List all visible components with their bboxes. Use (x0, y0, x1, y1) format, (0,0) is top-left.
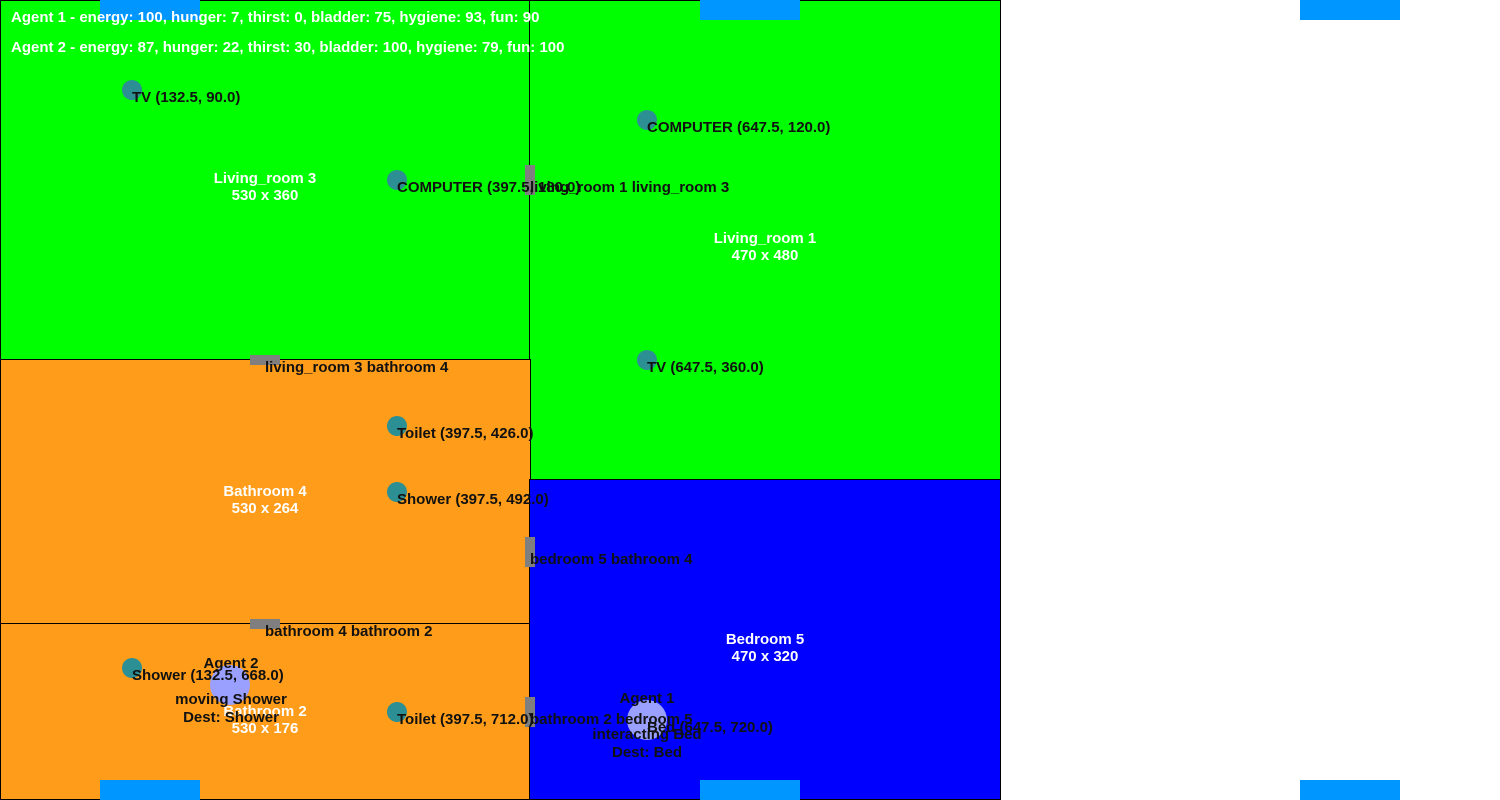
room-name: Living_room 1 (713, 230, 817, 247)
door-label: living_room 3 bathroom 4 (265, 359, 449, 376)
agent-2-status: Agent 2 - energy: 87, hunger: 22, thirst… (11, 39, 565, 56)
object-label-computer: COMPUTER (647.5, 120.0) (647, 119, 831, 136)
room-bedroom-5 (529, 479, 1001, 800)
room-label-bedroom-5: Bedroom 5 470 x 320 (665, 631, 865, 665)
room-name: Bathroom 2 (223, 703, 307, 720)
object-label-bed: Bed (647.5, 720.0) (647, 719, 773, 736)
room-size: 530 x 264 (231, 500, 299, 517)
window (100, 0, 200, 20)
agent-1-icon[interactable] (627, 700, 667, 740)
room-name: Bathroom 4 (223, 483, 307, 500)
object-label-computer: COMPUTER (397.5, 180.0) (397, 179, 581, 196)
window (700, 0, 800, 20)
toilet-object-icon[interactable] (387, 702, 407, 722)
door-label: bathroom 2 bedroom 5 (530, 711, 693, 728)
agent-name: Agent 1 (619, 690, 675, 707)
room-bathroom-2 (0, 623, 531, 800)
computer-object-icon[interactable] (387, 170, 407, 190)
room-name: Bedroom 5 (725, 631, 805, 648)
agent-spacer (131, 673, 331, 691)
window (100, 780, 200, 800)
toilet-object-icon[interactable] (387, 416, 407, 436)
computer-object-icon[interactable] (637, 110, 657, 130)
window (1300, 0, 1400, 20)
room-name: Living_room 3 (213, 170, 317, 187)
agent-1-label: Agent 1 interacting Bed Dest: Bed (547, 690, 747, 762)
agent-destination: Dest: Bed (611, 744, 682, 761)
door-bedroom-5-bathroom-4[interactable] (525, 537, 535, 567)
door-living-room-3-bathroom-4[interactable] (250, 355, 280, 365)
object-label-shower: Shower (397.5, 492.0) (397, 491, 549, 508)
tv-object-icon[interactable] (637, 350, 657, 370)
window (1300, 780, 1400, 800)
door-label: living_room 1 living_room 3 (530, 179, 730, 196)
object-label-shower: Shower (132.5, 668.0) (132, 667, 284, 684)
agent-2-label: Agent 2 moving Shower Dest: Shower (131, 655, 331, 727)
room-size: 530 x 360 (231, 187, 299, 204)
object-label-tv: TV (132.5, 90.0) (132, 89, 241, 106)
object-label-toilet: Toilet (397.5, 426.0) (397, 425, 534, 442)
room-size: 530 x 176 (231, 720, 299, 737)
object-label-toilet: Toilet (397.5, 712.0) (397, 711, 534, 728)
object-label-tv: TV (647.5, 360.0) (647, 359, 764, 376)
room-size: 470 x 480 (731, 247, 799, 264)
agent-name: Agent 2 (203, 655, 259, 672)
agent-1-status: Agent 1 - energy: 100, hunger: 7, thirst… (11, 9, 540, 26)
agent-state: moving Shower (175, 691, 287, 708)
agent-spacer (547, 708, 747, 726)
window (700, 780, 800, 800)
door-bathroom-2-bedroom-5[interactable] (525, 697, 535, 727)
room-living-room-1 (529, 0, 1001, 481)
agent-state: interacting Bed (592, 726, 702, 743)
tv-object-icon[interactable] (122, 80, 142, 100)
room-label-living-room-3: Living_room 3 530 x 360 (165, 170, 365, 204)
room-size: 470 x 320 (731, 648, 799, 665)
door-bathroom-4-bathroom-2[interactable] (250, 619, 280, 629)
room-label-living-room-1: Living_room 1 470 x 480 (665, 230, 865, 264)
shower-object-icon[interactable] (387, 482, 407, 502)
agent-destination: Dest: Shower (183, 709, 279, 726)
door-label: bathroom 4 bathroom 2 (265, 623, 433, 640)
room-label-bathroom-4: Bathroom 4 530 x 264 (165, 483, 365, 517)
door-living-room-1-living-room-3[interactable] (525, 165, 535, 195)
shower-object-icon[interactable] (122, 658, 142, 678)
room-label-bathroom-2: Bathroom 2 530 x 176 (165, 703, 365, 737)
room-living-room-3 (0, 0, 531, 361)
agent-2-icon[interactable] (210, 665, 250, 705)
door-label: bedroom 5 bathroom 4 (530, 551, 693, 568)
